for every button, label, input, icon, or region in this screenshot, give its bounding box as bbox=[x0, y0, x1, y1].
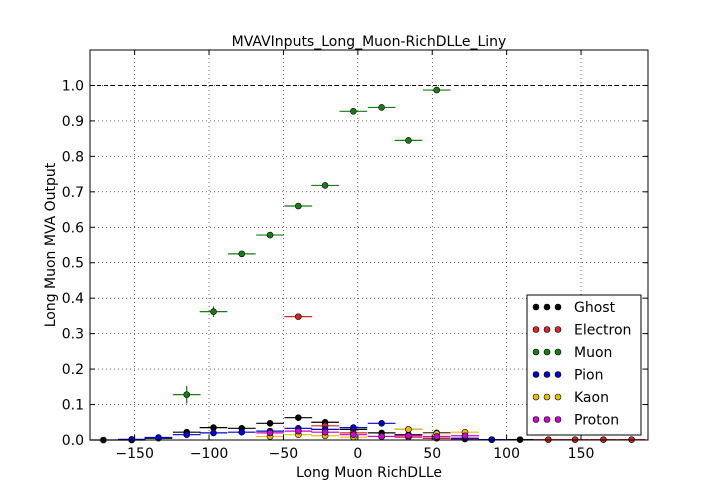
data-point bbox=[266, 231, 274, 239]
data-point bbox=[295, 202, 302, 210]
y-tick-label: 1.0 bbox=[62, 78, 84, 94]
data-point bbox=[350, 424, 357, 431]
y-tick-label: 0.3 bbox=[62, 327, 84, 343]
legend-marker bbox=[554, 371, 562, 378]
x-tick-label: 100 bbox=[493, 446, 520, 462]
data-point bbox=[378, 433, 385, 440]
data-point bbox=[350, 431, 357, 438]
y-tick-label: 0.0 bbox=[62, 433, 84, 449]
legend-marker bbox=[543, 348, 551, 356]
data-point bbox=[128, 435, 135, 443]
data-point bbox=[210, 308, 217, 315]
x-tick-label: −150 bbox=[115, 446, 153, 462]
data-point bbox=[350, 108, 357, 115]
axis-ticks: −150 −100 −50 0 50 100 150 0.0 0.1 0.2 0.3 0.4 0.5 0.… bbox=[62, 50, 648, 462]
legend-marker bbox=[543, 416, 551, 423]
data-point bbox=[321, 428, 329, 436]
data-point bbox=[210, 429, 217, 437]
legend-marker bbox=[554, 348, 562, 356]
legend-label: Muon bbox=[574, 345, 612, 361]
legend-label: Proton bbox=[574, 413, 619, 429]
y-tick-label: 0.2 bbox=[62, 362, 84, 378]
legend-marker bbox=[532, 303, 540, 311]
axes-frame bbox=[89, 49, 649, 441]
legend-marker bbox=[554, 303, 562, 311]
chart-title: MVAVInputs_Long_Muon-RichDLLe_Liny bbox=[232, 34, 507, 50]
legend-marker bbox=[532, 371, 540, 378]
data-point bbox=[405, 426, 412, 433]
y-tick-label: 0.1 bbox=[62, 398, 84, 414]
data-point bbox=[266, 420, 274, 427]
data-point bbox=[405, 432, 412, 440]
legend-marker bbox=[532, 348, 540, 356]
y-tick-label: 0.8 bbox=[62, 149, 84, 165]
data-point bbox=[295, 414, 302, 421]
x-tick-label: 150 bbox=[568, 446, 595, 462]
data-point bbox=[183, 431, 191, 438]
legend-marker bbox=[554, 326, 562, 333]
series-muon bbox=[172, 86, 451, 404]
series-proton bbox=[256, 427, 479, 440]
legend-label: Ghost bbox=[574, 300, 616, 316]
data-point bbox=[155, 434, 162, 441]
legend-marker bbox=[543, 326, 551, 333]
data-point bbox=[266, 429, 274, 437]
y-tick-label: 0.6 bbox=[62, 220, 84, 236]
legend-label: Electron bbox=[574, 323, 631, 339]
legend-frame bbox=[526, 294, 642, 436]
data-point bbox=[183, 391, 191, 398]
y-tick-label: 0.9 bbox=[62, 114, 84, 130]
data-point bbox=[295, 427, 302, 435]
y-axis-label: Long Muon MVA Output bbox=[43, 162, 59, 327]
legend-label: Kaon bbox=[574, 390, 609, 406]
legend-marker bbox=[543, 303, 551, 311]
y-tick-label: 0.5 bbox=[62, 256, 84, 272]
data-point bbox=[405, 137, 412, 144]
legend-marker bbox=[532, 416, 540, 423]
x-tick-label: 50 bbox=[423, 446, 441, 462]
data-point bbox=[238, 428, 246, 436]
data-point bbox=[461, 432, 469, 440]
data-point bbox=[433, 433, 441, 440]
data-point bbox=[238, 250, 246, 258]
data-point bbox=[433, 86, 441, 94]
legend-marker bbox=[554, 393, 562, 401]
legend-label: Pion bbox=[574, 368, 603, 384]
legend-marker bbox=[543, 371, 551, 378]
data-point bbox=[378, 104, 385, 111]
data-point bbox=[378, 420, 385, 427]
y-tick-label: 0.4 bbox=[62, 291, 84, 307]
x-axis-label: Long Muon RichDLLe bbox=[296, 465, 442, 481]
data-point bbox=[295, 313, 302, 320]
legend-marker bbox=[543, 393, 551, 401]
x-tick-label: 0 bbox=[353, 446, 362, 462]
x-tick-label: −100 bbox=[190, 446, 228, 462]
y-tick-label: 0.7 bbox=[62, 185, 84, 201]
data-point bbox=[321, 182, 329, 189]
legend-marker bbox=[532, 393, 540, 401]
legend-marker bbox=[554, 416, 562, 423]
x-tick-label: −50 bbox=[269, 446, 299, 462]
legend: Ghost Electron Muon Pion Kaon Proton bbox=[526, 294, 642, 436]
legend-marker bbox=[532, 326, 540, 333]
